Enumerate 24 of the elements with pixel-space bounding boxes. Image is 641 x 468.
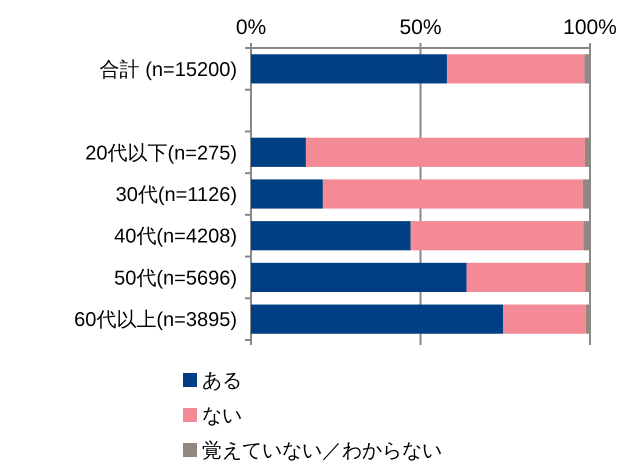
bar [322,179,583,209]
bar [251,262,467,292]
x-tick-label: 0% [236,16,266,39]
bar [251,179,323,209]
legend-label: ある [202,370,242,392]
y-tick-label: 合計 (n=15200) [100,58,237,81]
bar [306,138,585,167]
y-tick-label: 50代(n=5696) [114,267,237,290]
y-tick-label: 60代以上(n=3895) [74,309,237,332]
bar [251,54,447,84]
y-tick-label: 20代以下(n=275) [85,142,237,164]
x-tick-label: 100% [563,16,617,39]
bar [251,221,411,250]
bar [503,304,586,334]
legend-label: 覚えていない／わからない [202,440,442,462]
bar [446,54,585,84]
y-tick-label: 40代(n=4208) [114,226,237,248]
x-tick-label: 50% [399,16,442,39]
legend-label: ない [202,405,242,427]
bar [251,304,504,334]
bar [466,262,586,292]
bar [410,221,584,250]
bar [251,138,306,167]
y-tick-label: 30代(n=1126) [116,184,237,206]
